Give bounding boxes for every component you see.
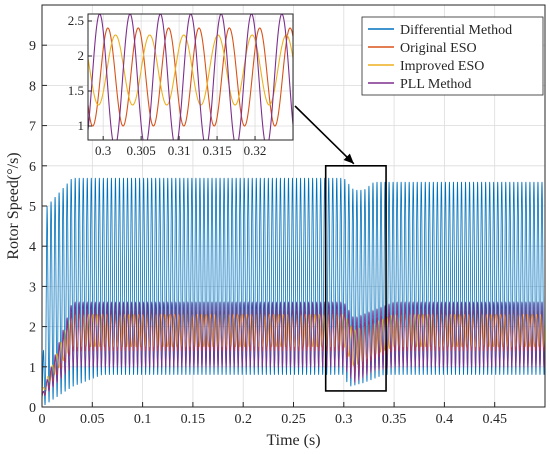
main-series <box>41 177 546 406</box>
inset-series-line <box>88 27 293 127</box>
y-tick-label: 9 <box>29 39 36 54</box>
y-tick-label: 7 <box>29 120 36 135</box>
legend-box <box>361 16 544 96</box>
y-tick-label: 3 <box>29 280 36 295</box>
x-tick-label: 0.15 <box>181 412 206 427</box>
inset-x-tick-label: 0.315 <box>202 143 231 158</box>
x-tick-label: 0 <box>39 412 46 427</box>
series-line <box>41 301 546 398</box>
x-tick-label: 0.45 <box>482 412 507 427</box>
main-ticks: 0 0.05 0.1 0.15 0.2 0.25 0.3 0.35 0.4 0.45 0 1 2 3 4 5 6… <box>29 39 507 427</box>
y-tick-label: 8 <box>29 79 36 94</box>
legend-label: Original ESO <box>400 41 477 56</box>
x-tick-label: 0.35 <box>382 412 407 427</box>
x-tick-label: 0.25 <box>281 412 306 427</box>
legend: Differential Method Original ESO Improved … <box>361 16 544 96</box>
y-tick-label: 6 <box>29 160 36 175</box>
legend-label: PLL Method <box>400 77 471 92</box>
x-tick-label: 0.1 <box>134 412 152 427</box>
x-tick-label: 0.4 <box>436 412 454 427</box>
inset-y-tick-label: 1.5 <box>68 83 84 98</box>
inset-y-tick-label: 2.5 <box>68 13 84 28</box>
legend-label: Improved ESO <box>400 59 484 74</box>
inset-series-line <box>88 34 293 106</box>
zoom-rectangle <box>324 165 387 392</box>
inset-x-tick-label: 0.305 <box>127 143 156 158</box>
inset-y-tick-label: 1 <box>78 118 85 133</box>
zoom-box <box>324 165 387 392</box>
x-tick-label: 0.2 <box>234 412 252 427</box>
inset-x-tick-label: 0.3 <box>95 143 111 158</box>
arrow-shaft <box>294 105 355 165</box>
zoom-arrow <box>294 105 355 165</box>
inset-x-tick-label: 0.32 <box>244 143 267 158</box>
y-axis-label: Rotor Speed(°/s) <box>5 152 22 259</box>
x-tick-label: 0.3 <box>335 412 353 427</box>
y-tick-label: 0 <box>29 401 36 416</box>
legend-label: Differential Method <box>400 23 512 38</box>
inset-y-tick-label: 2 <box>78 48 85 63</box>
x-axis-label: Time (s) <box>266 432 320 449</box>
y-tick-label: 4 <box>29 240 36 255</box>
y-tick-label: 2 <box>29 321 36 336</box>
x-tick-label: 0.05 <box>80 412 105 427</box>
inset-axes: 0.3 0.305 0.31 0.315 0.32 1 1.5 2 2.5 <box>68 13 294 158</box>
inset-axes-frame <box>87 13 294 141</box>
inset-x-tick-label: 0.31 <box>168 143 191 158</box>
inset-ticks: 0.3 0.305 0.31 0.315 0.32 1 1.5 2 2.5 <box>68 13 267 158</box>
y-tick-label: 1 <box>29 361 36 376</box>
arrow-head <box>343 153 354 164</box>
y-tick-label: 5 <box>29 200 36 215</box>
